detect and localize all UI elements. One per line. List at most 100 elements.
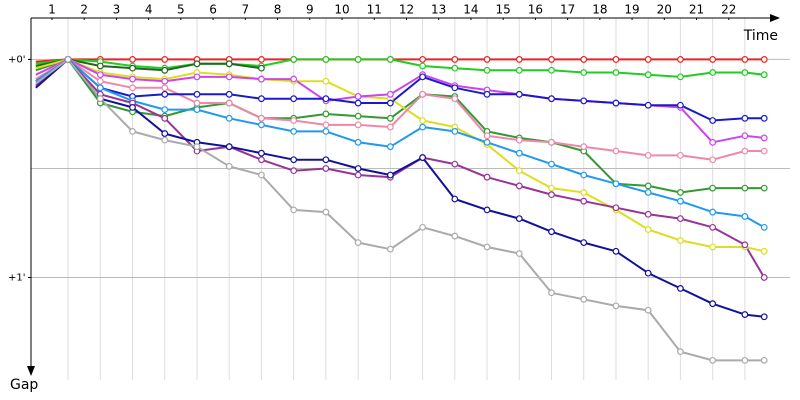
data-point xyxy=(161,66,169,74)
data-point xyxy=(709,117,717,124)
data-point xyxy=(129,104,136,111)
data-point xyxy=(225,90,233,98)
data-point xyxy=(548,184,555,192)
data-point xyxy=(193,60,201,68)
data-point xyxy=(386,245,394,253)
data-point xyxy=(515,90,523,98)
data-point xyxy=(451,195,459,203)
data-point xyxy=(290,117,298,124)
data-point xyxy=(258,75,265,83)
data-point xyxy=(612,147,620,155)
series-line xyxy=(35,58,765,229)
data-point xyxy=(290,167,298,175)
data-point xyxy=(483,243,491,251)
data-point xyxy=(225,114,233,122)
data-point xyxy=(483,56,491,63)
data-point xyxy=(193,143,201,151)
data-point xyxy=(129,56,136,63)
data-point xyxy=(760,313,768,321)
data-point xyxy=(760,134,768,142)
x-tick-label: 5 xyxy=(177,3,185,17)
data-point xyxy=(515,182,523,190)
data-point xyxy=(322,56,330,63)
data-point xyxy=(354,93,362,100)
data-point xyxy=(644,306,652,314)
data-point xyxy=(760,114,768,122)
data-point xyxy=(290,206,298,214)
data-point xyxy=(760,274,768,281)
data-point xyxy=(483,206,491,214)
data-point xyxy=(709,300,717,308)
data-point xyxy=(580,69,588,76)
data-point xyxy=(709,208,717,216)
data-point xyxy=(161,114,169,122)
data-point xyxy=(644,226,652,233)
x-tick-label: 14 xyxy=(463,3,478,17)
data-point xyxy=(548,95,555,103)
data-point xyxy=(129,75,136,83)
x-tick-label: 2 xyxy=(80,3,88,17)
data-point xyxy=(419,73,426,81)
data-point xyxy=(258,114,265,122)
data-point xyxy=(258,121,265,129)
x-tick-label: 10 xyxy=(334,3,349,17)
x-tick-label: 6 xyxy=(209,3,217,17)
data-point xyxy=(644,101,652,109)
data-point xyxy=(741,132,749,140)
data-point xyxy=(760,184,768,192)
data-point xyxy=(677,215,684,223)
data-point xyxy=(644,56,652,63)
data-point xyxy=(258,95,265,103)
data-point xyxy=(548,138,555,146)
data-point xyxy=(225,60,233,68)
data-point xyxy=(96,77,104,85)
data-point xyxy=(580,189,588,196)
data-point xyxy=(354,112,362,120)
data-point xyxy=(386,143,394,151)
data-point xyxy=(612,302,620,310)
x-tick-label: 15 xyxy=(496,3,511,17)
data-point xyxy=(322,95,330,103)
data-point xyxy=(96,71,104,79)
data-point xyxy=(612,204,620,212)
x-tick-label: 21 xyxy=(689,3,704,17)
data-point xyxy=(515,56,523,63)
data-point xyxy=(515,167,523,175)
data-point xyxy=(96,95,104,103)
data-point xyxy=(677,197,684,205)
data-point xyxy=(322,156,330,164)
tick-labels: 1 2 3 4 5 6 7 8 9 10 11 12 13 14 15 16 17 18 19 20 21 22+0'+1… xyxy=(8,3,736,284)
data-point xyxy=(354,239,362,247)
data-point xyxy=(386,123,394,131)
data-point xyxy=(225,73,233,81)
data-point xyxy=(709,356,717,364)
data-point xyxy=(161,130,169,137)
x-tick-label: 3 xyxy=(113,3,121,17)
data-point xyxy=(451,95,459,103)
data-point xyxy=(290,75,298,83)
data-point xyxy=(612,99,620,107)
data-point xyxy=(483,90,491,98)
data-point xyxy=(515,136,523,144)
data-point xyxy=(760,247,768,255)
data-point xyxy=(677,56,684,63)
data-point xyxy=(451,56,459,63)
data-point xyxy=(741,69,749,76)
data-point xyxy=(612,69,620,76)
data-point xyxy=(290,95,298,103)
data-point xyxy=(290,127,298,135)
data-point xyxy=(322,127,330,135)
data-point xyxy=(386,114,394,122)
data-point xyxy=(741,311,749,318)
data-point xyxy=(677,237,684,244)
data-point xyxy=(354,138,362,146)
data-point xyxy=(580,239,588,247)
data-point xyxy=(129,127,136,135)
data-point xyxy=(709,56,717,63)
x-tick-label: 1 xyxy=(48,3,56,17)
data-point xyxy=(290,56,298,63)
series-line xyxy=(35,58,765,122)
data-point xyxy=(709,184,717,192)
data-point xyxy=(612,180,620,188)
data-point xyxy=(580,143,588,151)
